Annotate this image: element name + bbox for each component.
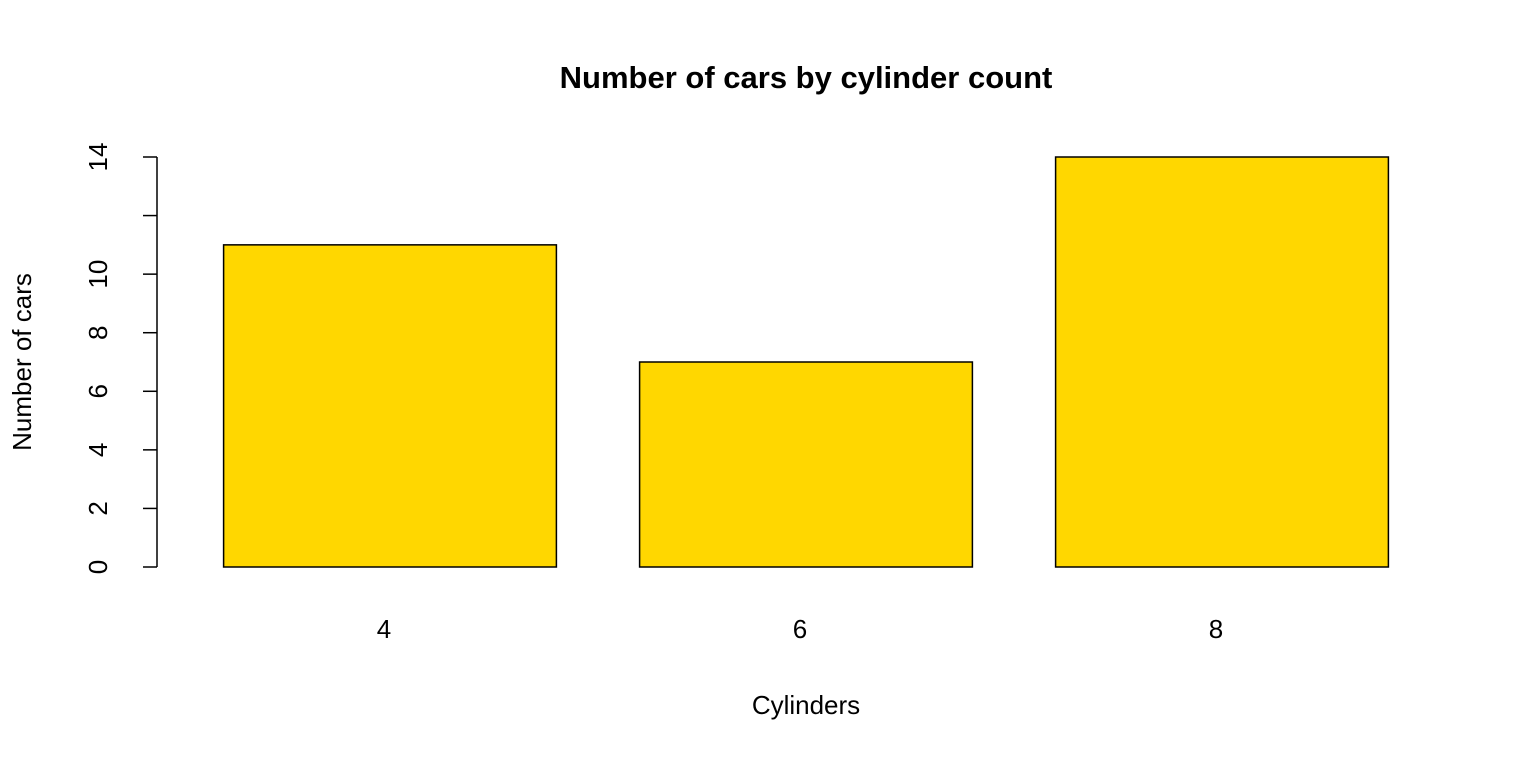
x-axis-label: Cylinders (752, 690, 860, 720)
y-tick-label: 8 (83, 325, 113, 339)
x-tick-label: 6 (793, 614, 807, 644)
y-tick-label: 14 (83, 143, 113, 172)
bar (222, 244, 558, 568)
y-tick-label: 6 (83, 384, 113, 398)
bar (638, 361, 974, 568)
x-tick-label: 4 (377, 614, 391, 644)
y-tick-label: 10 (83, 260, 113, 289)
chart-title: Number of cars by cylinder count (560, 60, 1053, 95)
y-tick-label: 0 (83, 560, 113, 574)
bar (1054, 156, 1390, 568)
y-tick-label: 2 (83, 501, 113, 515)
x-tick-label: 8 (1209, 614, 1223, 644)
y-tick-label: 4 (83, 443, 113, 457)
y-axis-label: Number of cars (7, 273, 37, 451)
